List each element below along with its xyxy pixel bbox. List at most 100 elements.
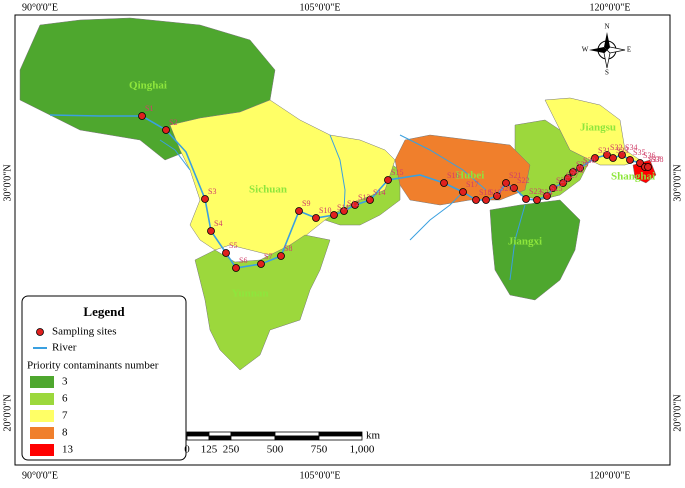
sampling-site [493,192,501,200]
sampling-site [618,151,626,159]
site-label: S7 [264,252,272,261]
site-label: S17 [466,180,478,189]
sampling-site [257,260,265,268]
coord-label: 20°0'0"N [2,394,13,431]
sampling-site [626,156,634,164]
scale-segment [274,431,320,437]
legend-subtitle: Priority contaminants number [27,360,159,372]
site-label: S18 [479,188,491,197]
sampling-site [591,154,599,162]
site-label: S31 [598,146,610,155]
site-label: S32 [610,143,622,152]
legend-swatch [30,427,54,439]
tributary [409,191,464,241]
site-label: S16 [447,171,459,180]
legend-site-symbol [36,328,44,336]
scale-segment [318,435,363,441]
site-label: S9 [302,199,310,208]
scale-segment [230,431,276,437]
sampling-site [440,179,448,187]
legend-label: River [52,342,77,354]
province-label: Hubei [456,170,485,182]
site-label: S21 [509,171,521,180]
legend-item-label: 7 [62,410,68,422]
sampling-site [351,201,359,209]
scale-segment [186,431,210,437]
compass-n: N [604,23,609,31]
sampling-site [644,163,652,171]
compass-needle [589,47,607,53]
legend-label: Sampling sites [52,326,116,338]
legend-swatch [30,410,54,422]
coord-label: 90°0'0"E [22,2,58,13]
scale-bar: 0 125 250 500 750 1,000 km [184,430,380,456]
sampling-site [222,249,230,257]
legend-items: 3 6 7 8 13 [30,376,74,456]
scale-segment [208,431,232,437]
sampling-site [533,196,541,204]
coord-label: 105°0'0"E [300,2,341,13]
sampling-site [472,196,480,204]
site-label: S19 [489,188,501,197]
sampling-site [232,264,240,272]
sampling-site [603,151,611,159]
sampling-site [201,195,209,203]
coord-label: 120°0'0"E [590,2,631,13]
sampling-site [636,159,644,167]
scale-segment [230,435,276,441]
province-area [489,199,581,301]
site-label: S13 [358,193,370,202]
site-label: S24 [540,188,552,197]
sampling-site [576,164,584,172]
legend-item-label: 6 [62,393,68,405]
sampling-site [564,174,572,182]
sampling-site [330,211,338,219]
compass: N S E W [582,23,631,77]
tributary [159,139,191,171]
sampling-site [295,207,303,215]
sampling-site [277,252,285,260]
site-label: S26 [556,176,568,185]
sampling-sites [138,112,652,272]
coord-label: 30°0'0"N [2,164,13,201]
site-label: S27 [566,171,578,180]
site-label: S37 [648,155,660,164]
sampling-site [609,154,617,162]
scale-label: 750 [311,444,328,456]
legend-swatch [30,444,54,456]
compass-w: W [582,46,589,54]
compass-s: S [605,69,609,77]
scale-unit: km [366,430,381,442]
compass-e: E [627,46,631,54]
sampling-site [459,188,467,196]
scale-label: 125 [201,444,218,456]
sampling-site [312,214,320,222]
sampling-site [569,168,577,176]
sampling-site [138,112,146,120]
site-label: S5 [229,241,237,250]
legend-title: Legend [83,304,125,319]
sampling-site [384,176,392,184]
sampling-site [340,207,348,215]
site-label: S34 [625,143,637,152]
site-label: S15 [391,168,403,177]
sampling-site [559,179,567,187]
tributary [399,134,487,191]
legend-swatch [30,393,54,405]
legend-item-label: 8 [62,427,68,439]
province-label: Jiangxi [508,236,542,248]
site-label: S28 [571,166,583,175]
sampling-site [207,227,215,235]
sampling-site [549,184,557,192]
scale-segment [208,435,232,441]
province-label: Qinghai [129,80,167,92]
site-label: S14 [373,188,385,197]
coord-label: 30°0'0"N [672,164,683,201]
site-label: S1 [145,104,153,113]
site-label: S8 [284,244,292,253]
scale-label: 0 [184,444,190,456]
scale-segment [318,431,363,437]
sampling-site [522,195,530,203]
province-label: Jiangsu [580,122,616,134]
